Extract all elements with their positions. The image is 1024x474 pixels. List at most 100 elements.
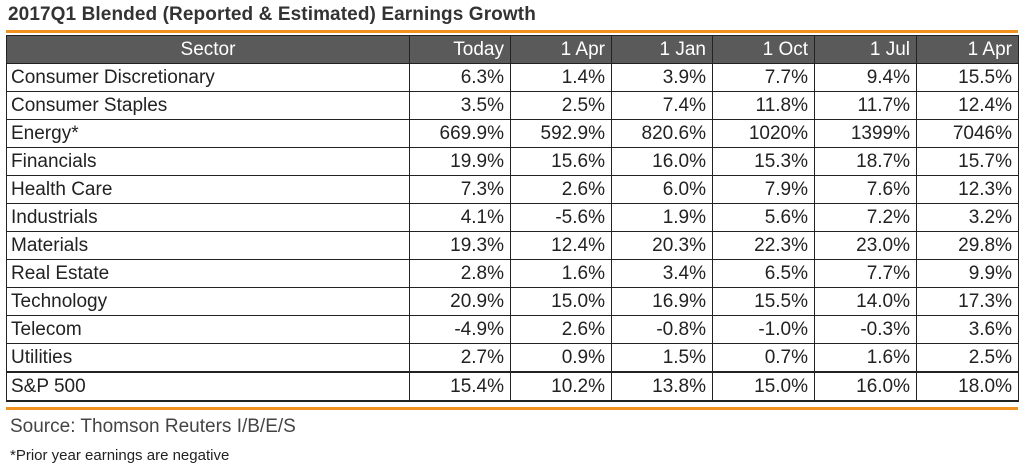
footnote: *Prior year earnings are negative (10, 447, 230, 464)
growth-value-cell: 15.6% (510, 147, 612, 176)
sector-label: Health Care (6, 175, 410, 204)
column-header-sector: Sector (6, 35, 410, 64)
growth-value-cell: 3.4% (611, 259, 713, 288)
growth-value-cell: 1399% (814, 119, 917, 148)
growth-value-cell: 14.0% (814, 287, 917, 316)
growth-value-cell: 2.8% (409, 259, 511, 288)
sector-label: Materials (6, 231, 410, 260)
sector-label: Real Estate (6, 259, 410, 288)
growth-value-cell: 7.4% (611, 91, 713, 120)
total-row: S&P 500 15.4% 10.2% 13.8% 15.0% 16.0% 18.0% (6, 371, 1019, 402)
source-note: Source: Thomson Reuters I/B/E/S (10, 416, 296, 437)
growth-value-cell: 3.9% (611, 63, 713, 92)
growth-value-cell: 2.6% (510, 175, 612, 204)
growth-value-cell: 15.7% (916, 147, 1019, 176)
growth-value-cell: 19.3% (409, 231, 511, 260)
growth-value-cell: 12.3% (916, 175, 1019, 204)
growth-value-cell: 7.2% (814, 203, 917, 232)
column-header-date: 1 Jul (814, 35, 917, 64)
growth-value-cell: 1.6% (814, 343, 917, 373)
growth-value-cell: 1.9% (611, 203, 713, 232)
table-row: Health Care 7.3% 2.6% 6.0% 7.9% 7.6% 12.3% (6, 175, 1019, 204)
growth-value-cell: 2.6% (510, 315, 612, 344)
growth-value-cell: 16.0% (611, 147, 713, 176)
growth-value-cell: -4.9% (409, 315, 511, 344)
growth-value-cell: 12.4% (510, 231, 612, 260)
growth-value-cell: 6.3% (409, 63, 511, 92)
growth-value-cell: 5.6% (712, 203, 815, 232)
growth-value-cell: 0.7% (712, 343, 815, 373)
sector-label: Financials (6, 147, 410, 176)
sector-label: Utilities (6, 343, 410, 373)
growth-value-cell: 18.0% (916, 371, 1019, 402)
bottom-accent-rule (6, 407, 1018, 410)
growth-value-cell: 29.8% (916, 231, 1019, 260)
table-row: Financials 19.9% 15.6% 16.0% 15.3% 18.7% 15.7% (6, 147, 1019, 176)
growth-value-cell: 15.5% (712, 287, 815, 316)
sector-label: S&P 500 (6, 371, 410, 402)
growth-value-cell: 11.7% (814, 91, 917, 120)
sector-label: Industrials (6, 203, 410, 232)
growth-value-cell: 16.0% (814, 371, 917, 402)
growth-value-cell: 23.0% (814, 231, 917, 260)
growth-value-cell: 3.6% (916, 315, 1019, 344)
growth-value-cell: 6.0% (611, 175, 713, 204)
growth-value-cell: 17.3% (916, 287, 1019, 316)
growth-value-cell: 15.3% (712, 147, 815, 176)
growth-value-cell: 19.9% (409, 147, 511, 176)
growth-value-cell: 2.5% (510, 91, 612, 120)
growth-value-cell: 11.8% (712, 91, 815, 120)
sector-label: Telecom (6, 315, 410, 344)
table-row: Utilities 2.7% 0.9% 1.5% 0.7% 1.6% 2.5% (6, 343, 1019, 373)
growth-value-cell: -1.0% (712, 315, 815, 344)
growth-value-cell: 1.4% (510, 63, 612, 92)
top-accent-rule (6, 30, 1018, 33)
growth-value-cell: 3.2% (916, 203, 1019, 232)
growth-value-cell: 22.3% (712, 231, 815, 260)
growth-value-cell: -0.3% (814, 315, 917, 344)
growth-value-cell: 9.4% (814, 63, 917, 92)
growth-value-cell: 7.7% (712, 63, 815, 92)
table-row: Telecom -4.9% 2.6% -0.8% -1.0% -0.3% 3.6% (6, 315, 1019, 344)
growth-value-cell: -5.6% (510, 203, 612, 232)
growth-value-cell: 16.9% (611, 287, 713, 316)
growth-value-cell: 1.5% (611, 343, 713, 373)
header-row: Sector Today 1 Apr 1 Jan 1 Oct 1 Jul 1 Apr (6, 35, 1019, 64)
table-row: Industrials 4.1% -5.6% 1.9% 5.6% 7.2% 3.2% (6, 203, 1019, 232)
column-header-date: Today (409, 35, 511, 64)
growth-value-cell: 13.8% (611, 371, 713, 402)
table-row: Technology 20.9% 15.0% 16.9% 15.5% 14.0% 17.3% (6, 287, 1019, 316)
sector-label: Consumer Staples (6, 91, 410, 120)
growth-value-cell: 7.7% (814, 259, 917, 288)
growth-value-cell: 7046% (916, 119, 1019, 148)
sector-label: Energy* (6, 119, 410, 148)
column-header-date: 1 Apr (510, 35, 612, 64)
chart-title: 2017Q1 Blended (Reported & Estimated) Ea… (8, 4, 536, 25)
table-row: Energy* 669.9% 592.9% 820.6% 1020% 1399% 7046% (6, 119, 1019, 148)
growth-value-cell: 2.5% (916, 343, 1019, 373)
growth-value-cell: 10.2% (510, 371, 612, 402)
growth-value-cell: 7.6% (814, 175, 917, 204)
growth-value-cell: 4.1% (409, 203, 511, 232)
growth-value-cell: 7.3% (409, 175, 511, 204)
growth-value-cell: 7.9% (712, 175, 815, 204)
growth-value-cell: 9.9% (916, 259, 1019, 288)
table-row: Real Estate 2.8% 1.6% 3.4% 6.5% 7.7% 9.9% (6, 259, 1019, 288)
sector-label: Technology (6, 287, 410, 316)
table-body: Consumer Discretionary 6.3% 1.4% 3.9% 7.7% 9.… (6, 63, 1019, 402)
growth-value-cell: 18.7% (814, 147, 917, 176)
growth-value-cell: 15.4% (409, 371, 511, 402)
growth-value-cell: -0.8% (611, 315, 713, 344)
growth-value-cell: 1020% (712, 119, 815, 148)
column-header-date: 1 Jan (611, 35, 713, 64)
growth-value-cell: 20.9% (409, 287, 511, 316)
earnings-growth-table: Sector Today 1 Apr 1 Jan 1 Oct 1 Jul 1 Apr Con… (6, 35, 1019, 402)
growth-value-cell: 3.5% (409, 91, 511, 120)
table-row: Consumer Discretionary 6.3% 1.4% 3.9% 7.7% 9.… (6, 63, 1019, 92)
growth-value-cell: 592.9% (510, 119, 612, 148)
growth-value-cell: 15.0% (712, 371, 815, 402)
sector-label: Consumer Discretionary (6, 63, 410, 92)
growth-value-cell: 669.9% (409, 119, 511, 148)
growth-value-cell: 820.6% (611, 119, 713, 148)
growth-value-cell: 0.9% (510, 343, 612, 373)
